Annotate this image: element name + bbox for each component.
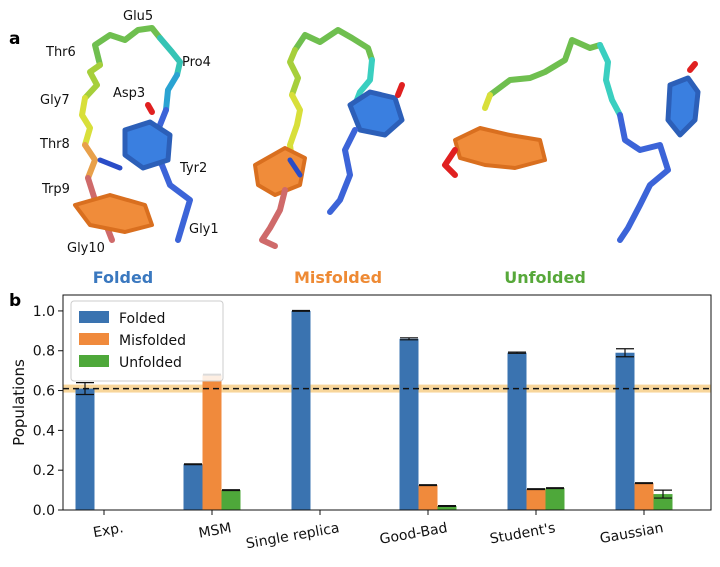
- x-tick-label: Student's: [489, 520, 557, 547]
- legend-swatch-folded: [79, 311, 109, 323]
- y-tick-label: 0.8: [33, 344, 55, 360]
- residue-label: Pro4: [182, 55, 211, 70]
- bar-unfolded-4: [545, 488, 565, 510]
- legend-label-unfolded: Unfolded: [119, 355, 182, 371]
- plot-frame: [62, 294, 712, 511]
- residue-label: Gly7: [40, 93, 70, 108]
- residue-label: Glu5: [123, 9, 153, 24]
- bar-folded-0: [75, 388, 95, 510]
- state-label-unfolded: Unfolded: [504, 268, 586, 287]
- y-axis-title: Populations: [10, 359, 28, 446]
- x-tick-label: Exp.: [92, 520, 125, 541]
- panel-b-letter: b: [9, 291, 21, 311]
- legend-swatch-unfolded: [79, 355, 109, 367]
- bar-folded-5: [615, 352, 635, 510]
- bar-unfolded-1: [221, 490, 241, 510]
- legend-label-misfolded: Misfolded: [119, 333, 186, 349]
- residue-label: Thr6: [45, 45, 76, 60]
- bar-folded-2: [291, 310, 311, 510]
- x-tick-label: MSM: [197, 520, 232, 541]
- population-bar-chart: 0.0 0.2 0.4 0.6 0.8 1.0 Exp. MSM Single replica G…: [10, 294, 712, 552]
- bar-folded-1: [183, 464, 203, 510]
- y-tick-label: 0.2: [33, 463, 55, 479]
- bar-misfolded-3: [418, 485, 438, 510]
- residue-label: Thr8: [39, 137, 70, 152]
- bar-misfolded-1: [202, 374, 222, 510]
- bar-misfolded-4: [526, 489, 546, 510]
- folded-structure-image: [73, 25, 193, 243]
- state-label-misfolded: Misfolded: [294, 268, 382, 287]
- bar-misfolded-5: [634, 483, 654, 510]
- bar-unfolded-3: [437, 506, 457, 510]
- legend-label-folded: Folded: [119, 311, 165, 327]
- residue-label: Trp9: [41, 182, 70, 197]
- residue-label: Asp3: [113, 86, 145, 101]
- bar-folded-3: [399, 338, 419, 510]
- x-tick-label: Good-Bad: [378, 520, 448, 548]
- legend-swatch-misfolded: [79, 333, 109, 345]
- bar-folded-4: [507, 352, 527, 510]
- y-tick-label: 1.0: [33, 304, 55, 320]
- misfolded-structure-image: [253, 27, 405, 249]
- y-tick-label: 0.4: [33, 423, 55, 439]
- panel-a-letter: a: [9, 29, 20, 49]
- unfolded-structure-image: [442, 37, 701, 243]
- residue-label: Gly1: [189, 222, 219, 237]
- x-tick-label: Single replica: [245, 520, 341, 552]
- residue-label: Gly10: [67, 241, 105, 256]
- y-tick-label: 0.0: [33, 503, 55, 519]
- state-label-folded: Folded: [93, 268, 154, 287]
- y-tick-label: 0.6: [33, 384, 55, 400]
- residue-label: Tyr2: [179, 161, 207, 176]
- x-tick-label: Gaussian: [599, 520, 665, 547]
